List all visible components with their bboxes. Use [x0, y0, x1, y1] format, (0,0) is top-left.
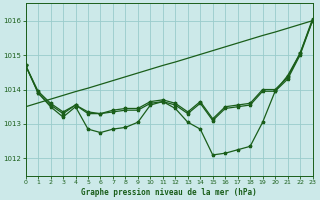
- X-axis label: Graphe pression niveau de la mer (hPa): Graphe pression niveau de la mer (hPa): [81, 188, 257, 197]
